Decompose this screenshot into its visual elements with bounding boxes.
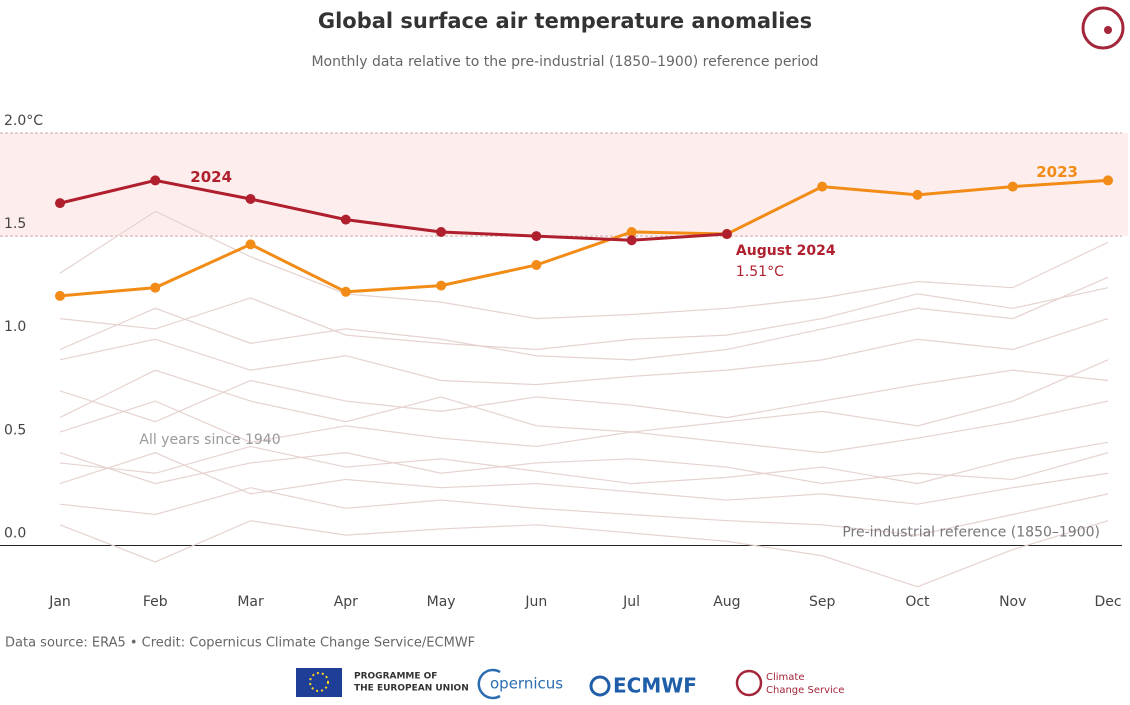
- x-tick-label: Dec: [1094, 594, 1121, 610]
- source: Data source: ERA5 • Credit: Copernicus C…: [5, 636, 475, 651]
- background-line: [59, 441, 1109, 485]
- series-point: [340, 286, 351, 297]
- series-point: [245, 239, 256, 250]
- x-tick-label: Jan: [48, 594, 71, 610]
- background-line: [59, 287, 1109, 351]
- y-tick-label: 0.5: [4, 422, 26, 438]
- x-tick-label: Sep: [809, 594, 836, 610]
- copernicus-c: [477, 668, 501, 700]
- series-point: [1007, 181, 1018, 192]
- background-line: [59, 520, 1109, 588]
- background-line: [59, 452, 1109, 485]
- series-point: [340, 214, 351, 225]
- series-point: [1103, 175, 1113, 186]
- footer: PROGRAMME OF THE EUROPEAN UNION opernicu…: [296, 668, 844, 700]
- c3s-icon: [735, 669, 763, 697]
- ecmwf-icon: [589, 675, 611, 697]
- x-tick-label: Nov: [999, 594, 1026, 610]
- logo-text: PROGRAMME OF: [354, 672, 437, 682]
- background-line: [59, 318, 1109, 386]
- logo-text: Change Service: [766, 685, 844, 696]
- x-tick-label: Mar: [237, 594, 264, 610]
- chart-subtitle: Monthly data relative to the pre-industr…: [311, 54, 818, 70]
- x-tick-label: Aug: [713, 594, 740, 610]
- plot: [0, 132, 1128, 588]
- y-tick-label: 2.0°C: [4, 113, 43, 129]
- x-tick-label: Oct: [905, 594, 930, 610]
- series-point: [626, 226, 637, 237]
- logo-text: ECMWF: [613, 674, 697, 698]
- background-line: [59, 487, 1109, 536]
- x-tick-label: May: [427, 594, 456, 610]
- series-point: [436, 280, 447, 291]
- logo-text: THE EUROPEAN UNION: [354, 684, 469, 694]
- series-line: [59, 178, 1109, 298]
- series-point: [531, 259, 542, 270]
- series-point: [912, 189, 923, 200]
- y-tick-label: 1.0: [4, 319, 26, 335]
- series-point: [626, 235, 637, 246]
- y-tick-label: 0.0: [4, 525, 26, 541]
- annotation: August 2024: [736, 243, 836, 259]
- annotation: Pre-industrial reference (1850–1900): [842, 524, 1100, 540]
- series-point: [150, 175, 161, 186]
- logo-text: opernicus: [490, 675, 563, 693]
- series-line: [59, 178, 728, 242]
- x-tick-label: Jul: [622, 594, 640, 610]
- eu-flag: [296, 668, 342, 697]
- series-point: [817, 181, 828, 192]
- background-line: [59, 276, 1109, 361]
- background-label: All years since 1940: [139, 432, 280, 448]
- background-line: [59, 369, 1109, 423]
- eu-stars: [309, 672, 329, 692]
- y-tick-label: 1.5: [4, 216, 26, 232]
- series-point: [436, 226, 447, 237]
- threshold-band: [0, 133, 1128, 237]
- value-label: 1.51°C: [736, 264, 784, 280]
- x-tick-label: Jun: [524, 594, 547, 610]
- background-line: [59, 452, 1109, 505]
- background-line: [59, 359, 1109, 433]
- series-point: [245, 193, 256, 204]
- series-point: [150, 282, 161, 293]
- series-point: [531, 231, 542, 242]
- series-point: [55, 290, 65, 301]
- series-point: [721, 229, 732, 240]
- chart-title: Global surface air temperature anomalies: [318, 9, 812, 33]
- logo-c3s-top: [1081, 6, 1125, 50]
- series-point: [55, 198, 65, 209]
- series-label: 2023: [1036, 163, 1078, 181]
- series-label: 2024: [190, 168, 232, 186]
- background-line: [59, 210, 1109, 320]
- x-tick-label: Feb: [143, 594, 168, 610]
- x-tick-label: Apr: [334, 594, 358, 610]
- logo-text: Climate: [766, 672, 804, 683]
- background-line: [59, 400, 1109, 454]
